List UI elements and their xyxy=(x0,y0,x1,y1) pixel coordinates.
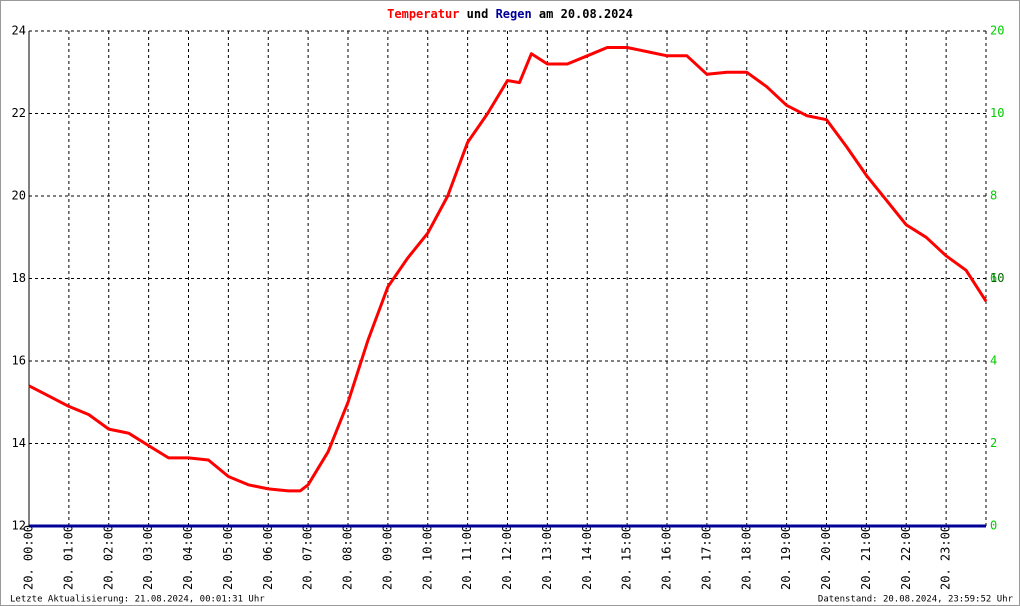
x-tick-label: 20. 04:00 xyxy=(181,525,195,590)
x-tick-label: 20. 20:00 xyxy=(819,525,833,590)
y2-tick-label: 2 xyxy=(990,436,997,450)
x-tick-label: 20. 23:00 xyxy=(939,525,953,590)
footer-left: Letzte Aktualisierung: 21.08.2024, 00:01… xyxy=(10,595,265,605)
y2-tick-label: 10 xyxy=(990,271,1004,285)
y-tick-label: 14 xyxy=(12,436,26,450)
x-tick-label: 20. 18:00 xyxy=(739,525,753,590)
x-tick-label: 20. 06:00 xyxy=(261,525,275,590)
title-space xyxy=(532,7,539,21)
x-tick-label: 20. 14:00 xyxy=(580,525,594,590)
y2-tick-label: 0 xyxy=(990,519,997,533)
chart-title: Temperatur und Regen am 20.08.2024 xyxy=(387,7,633,21)
y-tick-label: 24 xyxy=(12,24,26,38)
title-space xyxy=(488,7,495,21)
x-tick-label: 20. 16:00 xyxy=(660,525,674,590)
title-part: Regen xyxy=(496,7,532,21)
x-tick-label: 20. 11:00 xyxy=(460,525,474,590)
x-tick-label: 20. 22:00 xyxy=(899,525,913,590)
title-part: am 20.08.2024 xyxy=(539,7,633,21)
x-tick-label: 20. 07:00 xyxy=(301,525,315,590)
x-tick-label: 20. 05:00 xyxy=(221,525,235,590)
y-tick-label: 16 xyxy=(12,354,26,368)
x-tick-label: 20. 12:00 xyxy=(500,525,514,590)
x-tick-label: 20. 21:00 xyxy=(859,525,873,590)
y2-tick-label: 4 xyxy=(990,354,997,368)
y-tick-label: 12 xyxy=(12,519,26,533)
y2-tick-label: 20 xyxy=(990,24,1004,38)
x-tick-label: 20. 09:00 xyxy=(380,525,394,590)
y-tick-label: 20 xyxy=(12,189,26,203)
y2-tick-label: 8 xyxy=(990,189,997,203)
x-tick-label: 20. 03:00 xyxy=(141,525,155,590)
y2-tick-label: 10 xyxy=(990,106,1004,120)
footer-right: Datenstand: 20.08.2024, 23:59:52 Uhr xyxy=(818,595,1014,605)
series-line xyxy=(28,46,988,493)
x-tick-label: 20. 08:00 xyxy=(341,525,355,590)
x-tick-label: 20. 17:00 xyxy=(699,525,713,590)
x-tick-label: 20. 19:00 xyxy=(779,525,793,590)
x-tick-label: 20. 15:00 xyxy=(620,525,634,590)
x-tick-label: 20. 13:00 xyxy=(540,525,554,590)
y2-tick-label: 6 xyxy=(990,271,997,285)
x-tick-label: 20. 01:00 xyxy=(61,525,75,590)
title-space xyxy=(459,7,466,21)
y-tick-label: 22 xyxy=(12,106,26,120)
x-tick-label: 20. 00:00 xyxy=(22,525,36,590)
title-part: und xyxy=(467,7,489,21)
x-tick-label: 20. 02:00 xyxy=(101,525,115,590)
x-tick-label: 20. 10:00 xyxy=(420,525,434,590)
y-tick-label: 18 xyxy=(12,271,26,285)
title-part: Temperatur xyxy=(387,7,459,21)
